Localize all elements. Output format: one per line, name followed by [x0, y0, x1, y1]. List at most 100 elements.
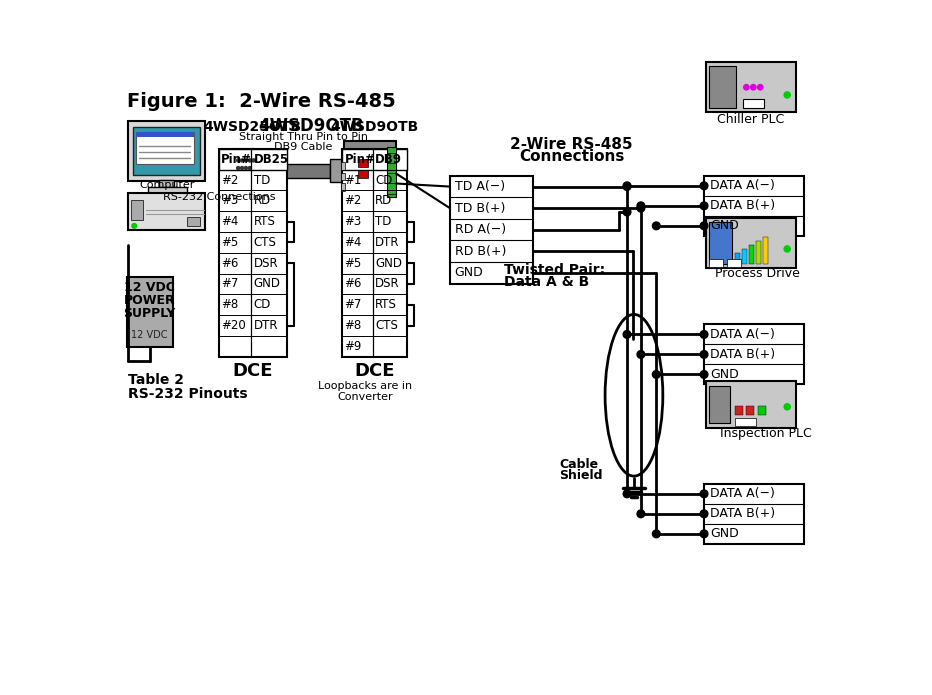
Text: Straight Thru Pin to Pin: Straight Thru Pin to Pin	[240, 132, 368, 142]
Bar	[734, 406, 743, 416]
Circle shape	[637, 350, 645, 359]
Text: RTS: RTS	[254, 215, 276, 228]
Text: DATA A(−): DATA A(−)	[710, 179, 775, 193]
Circle shape	[700, 350, 708, 359]
Text: RD A(−): RD A(−)	[455, 223, 506, 236]
Text: CD: CD	[376, 174, 392, 186]
Bar	[136, 132, 194, 138]
Text: DB25: DB25	[254, 153, 289, 165]
Bar	[756, 241, 761, 264]
Bar	[734, 253, 740, 264]
Bar	[340, 162, 345, 170]
Circle shape	[700, 530, 708, 538]
Circle shape	[248, 159, 252, 162]
Text: CTS: CTS	[376, 319, 398, 332]
Bar	[743, 99, 764, 108]
Bar	[747, 406, 754, 416]
Text: 4WSD25OTB: 4WSD25OTB	[204, 120, 302, 134]
Circle shape	[700, 490, 708, 498]
Circle shape	[252, 159, 255, 162]
Bar	[233, 149, 254, 188]
Bar	[706, 218, 797, 268]
Bar	[219, 149, 287, 170]
Bar	[708, 259, 722, 267]
Bar	[219, 149, 287, 357]
Text: Table 2: Table 2	[128, 373, 184, 387]
Bar	[342, 149, 406, 170]
Bar	[358, 159, 368, 167]
Bar	[128, 121, 205, 181]
Text: #4: #4	[345, 236, 362, 249]
Circle shape	[624, 182, 631, 190]
Circle shape	[132, 224, 137, 228]
Text: #2: #2	[221, 174, 239, 186]
Text: GND: GND	[254, 277, 281, 291]
Text: TD B(+): TD B(+)	[455, 202, 505, 215]
Text: #3: #3	[345, 215, 362, 228]
Text: Loopbacks are in
Converter: Loopbacks are in Converter	[318, 381, 412, 402]
Text: #8: #8	[221, 298, 239, 311]
Bar	[387, 147, 396, 197]
Text: #5: #5	[345, 256, 362, 270]
Circle shape	[624, 331, 631, 338]
Bar	[344, 141, 396, 202]
Circle shape	[237, 167, 240, 170]
Circle shape	[750, 77, 756, 82]
Text: DATA B(+): DATA B(+)	[710, 348, 775, 361]
Circle shape	[244, 159, 247, 162]
Text: GND: GND	[455, 266, 484, 279]
Bar	[742, 249, 747, 264]
Text: GND: GND	[710, 368, 739, 381]
Text: Cable: Cable	[559, 458, 598, 471]
Circle shape	[784, 92, 790, 98]
Text: DB9 Cable: DB9 Cable	[274, 142, 333, 152]
Circle shape	[744, 85, 749, 90]
Text: 4WSD9OTB: 4WSD9OTB	[330, 120, 418, 134]
Text: #4: #4	[221, 215, 239, 228]
Text: #6: #6	[221, 256, 239, 270]
Circle shape	[700, 370, 708, 378]
Circle shape	[700, 331, 708, 338]
Bar	[727, 259, 741, 267]
Text: #8: #8	[345, 319, 362, 332]
Text: SUPPLY: SUPPLY	[124, 307, 176, 320]
Circle shape	[240, 159, 243, 162]
Text: #1: #1	[345, 174, 362, 186]
Bar	[704, 325, 804, 384]
Bar	[708, 222, 732, 264]
Text: #5: #5	[221, 236, 239, 249]
Text: 12 VDC: 12 VDC	[124, 281, 175, 294]
Text: 4WSD9OTB: 4WSD9OTB	[258, 117, 364, 135]
Text: TD: TD	[376, 215, 391, 228]
Circle shape	[237, 159, 240, 162]
Circle shape	[652, 222, 660, 230]
Text: Chiller PLC: Chiller PLC	[717, 113, 784, 126]
Text: CD: CD	[254, 298, 271, 311]
Text: RD B(+): RD B(+)	[455, 245, 506, 258]
Text: Data A & B: Data A & B	[504, 275, 589, 289]
Text: TD A(−): TD A(−)	[455, 180, 504, 193]
Circle shape	[637, 510, 645, 518]
Text: 12 VDC: 12 VDC	[131, 330, 168, 340]
Bar	[704, 484, 804, 544]
Circle shape	[624, 208, 631, 216]
Bar	[268, 164, 330, 178]
Bar	[450, 176, 533, 284]
Text: Computer: Computer	[139, 180, 194, 190]
Bar	[340, 183, 345, 191]
Text: DATA B(+): DATA B(+)	[710, 507, 775, 521]
Text: #9: #9	[345, 340, 362, 353]
Circle shape	[758, 85, 763, 90]
Text: GND: GND	[710, 528, 739, 540]
Text: #7: #7	[221, 277, 239, 291]
Circle shape	[758, 77, 763, 82]
Text: #20: #20	[221, 319, 246, 332]
Bar	[340, 173, 345, 181]
Text: Connections: Connections	[519, 149, 624, 164]
Bar	[131, 200, 143, 220]
Circle shape	[750, 85, 756, 90]
Bar	[158, 179, 174, 188]
Bar	[708, 66, 735, 108]
Text: #3: #3	[221, 195, 239, 207]
Text: DATA A(−): DATA A(−)	[710, 328, 775, 341]
